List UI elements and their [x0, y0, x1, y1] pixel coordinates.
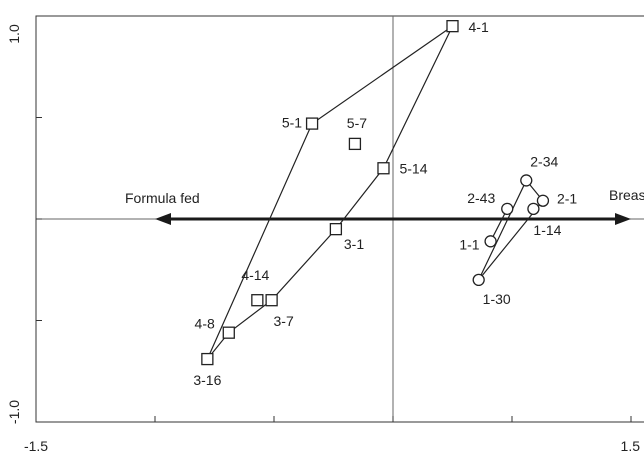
point-label-5-14: 5-14 [399, 160, 427, 176]
point-label-3-16: 3-16 [193, 372, 221, 388]
point-label-2-1: 2-1 [557, 191, 577, 207]
formula-fed-label: Formula fed [125, 190, 200, 206]
circle-marker-2-34 [520, 174, 533, 187]
x-tick-label: 1.5 [621, 438, 641, 454]
point-label-4-8: 4-8 [195, 316, 215, 332]
feeding-arrow: Formula fed Breastfed [125, 187, 644, 225]
circle-marker-1-1 [484, 235, 497, 248]
point-label-3-7: 3-7 [274, 313, 294, 329]
circle-marker-2-1 [536, 194, 550, 207]
point-label-1-14: 1-14 [533, 222, 561, 238]
point-label-4-14: 4-14 [241, 267, 269, 283]
square-marker-3-1 [329, 222, 343, 236]
point-markers [201, 19, 550, 366]
square-marker-5-7 [348, 137, 362, 151]
square-marker-5-1 [305, 117, 319, 130]
point-label-1-30: 1-30 [483, 291, 511, 307]
point-labels: 4-1 5-1 5-7 5-14 3-1 4-14 3-7 4-8 3-16 2-34 2-43 2-… [193, 19, 577, 388]
point-label-4-1: 4-1 [469, 19, 489, 35]
point-label-5-1: 5-1 [282, 115, 302, 131]
arrow-head-right [615, 213, 631, 225]
square-marker-4-14 [251, 294, 264, 307]
circle-group-outline [478, 180, 544, 281]
square-marker-5-14 [377, 162, 390, 175]
point-label-2-43: 2-43 [467, 190, 495, 206]
point-label-2-34: 2-34 [530, 153, 558, 169]
square-marker-3-7 [265, 294, 278, 307]
square-marker-3-16 [201, 352, 214, 366]
point-label-1-1: 1-1 [459, 236, 479, 252]
breastfed-label: Breastfed [609, 187, 644, 203]
square-marker-4-1 [446, 19, 459, 33]
square-group-outline [206, 25, 454, 360]
y-tick-label: -1.0 [6, 400, 22, 424]
y-tick-label: 1.0 [6, 24, 22, 44]
x-tick-label: -1.5 [24, 438, 48, 454]
circle-marker-1-30 [472, 273, 485, 287]
square-marker-4-8 [222, 326, 235, 339]
tick-labels: -1.5 1.5 -1.0 1.0 [6, 24, 640, 454]
minor-ticks [36, 117, 632, 422]
arrow-head-left [155, 213, 171, 225]
circle-marker-2-43 [501, 202, 514, 216]
point-label-3-1: 3-1 [344, 236, 364, 252]
circle-marker-1-14 [527, 202, 540, 216]
point-label-5-7: 5-7 [347, 115, 367, 131]
